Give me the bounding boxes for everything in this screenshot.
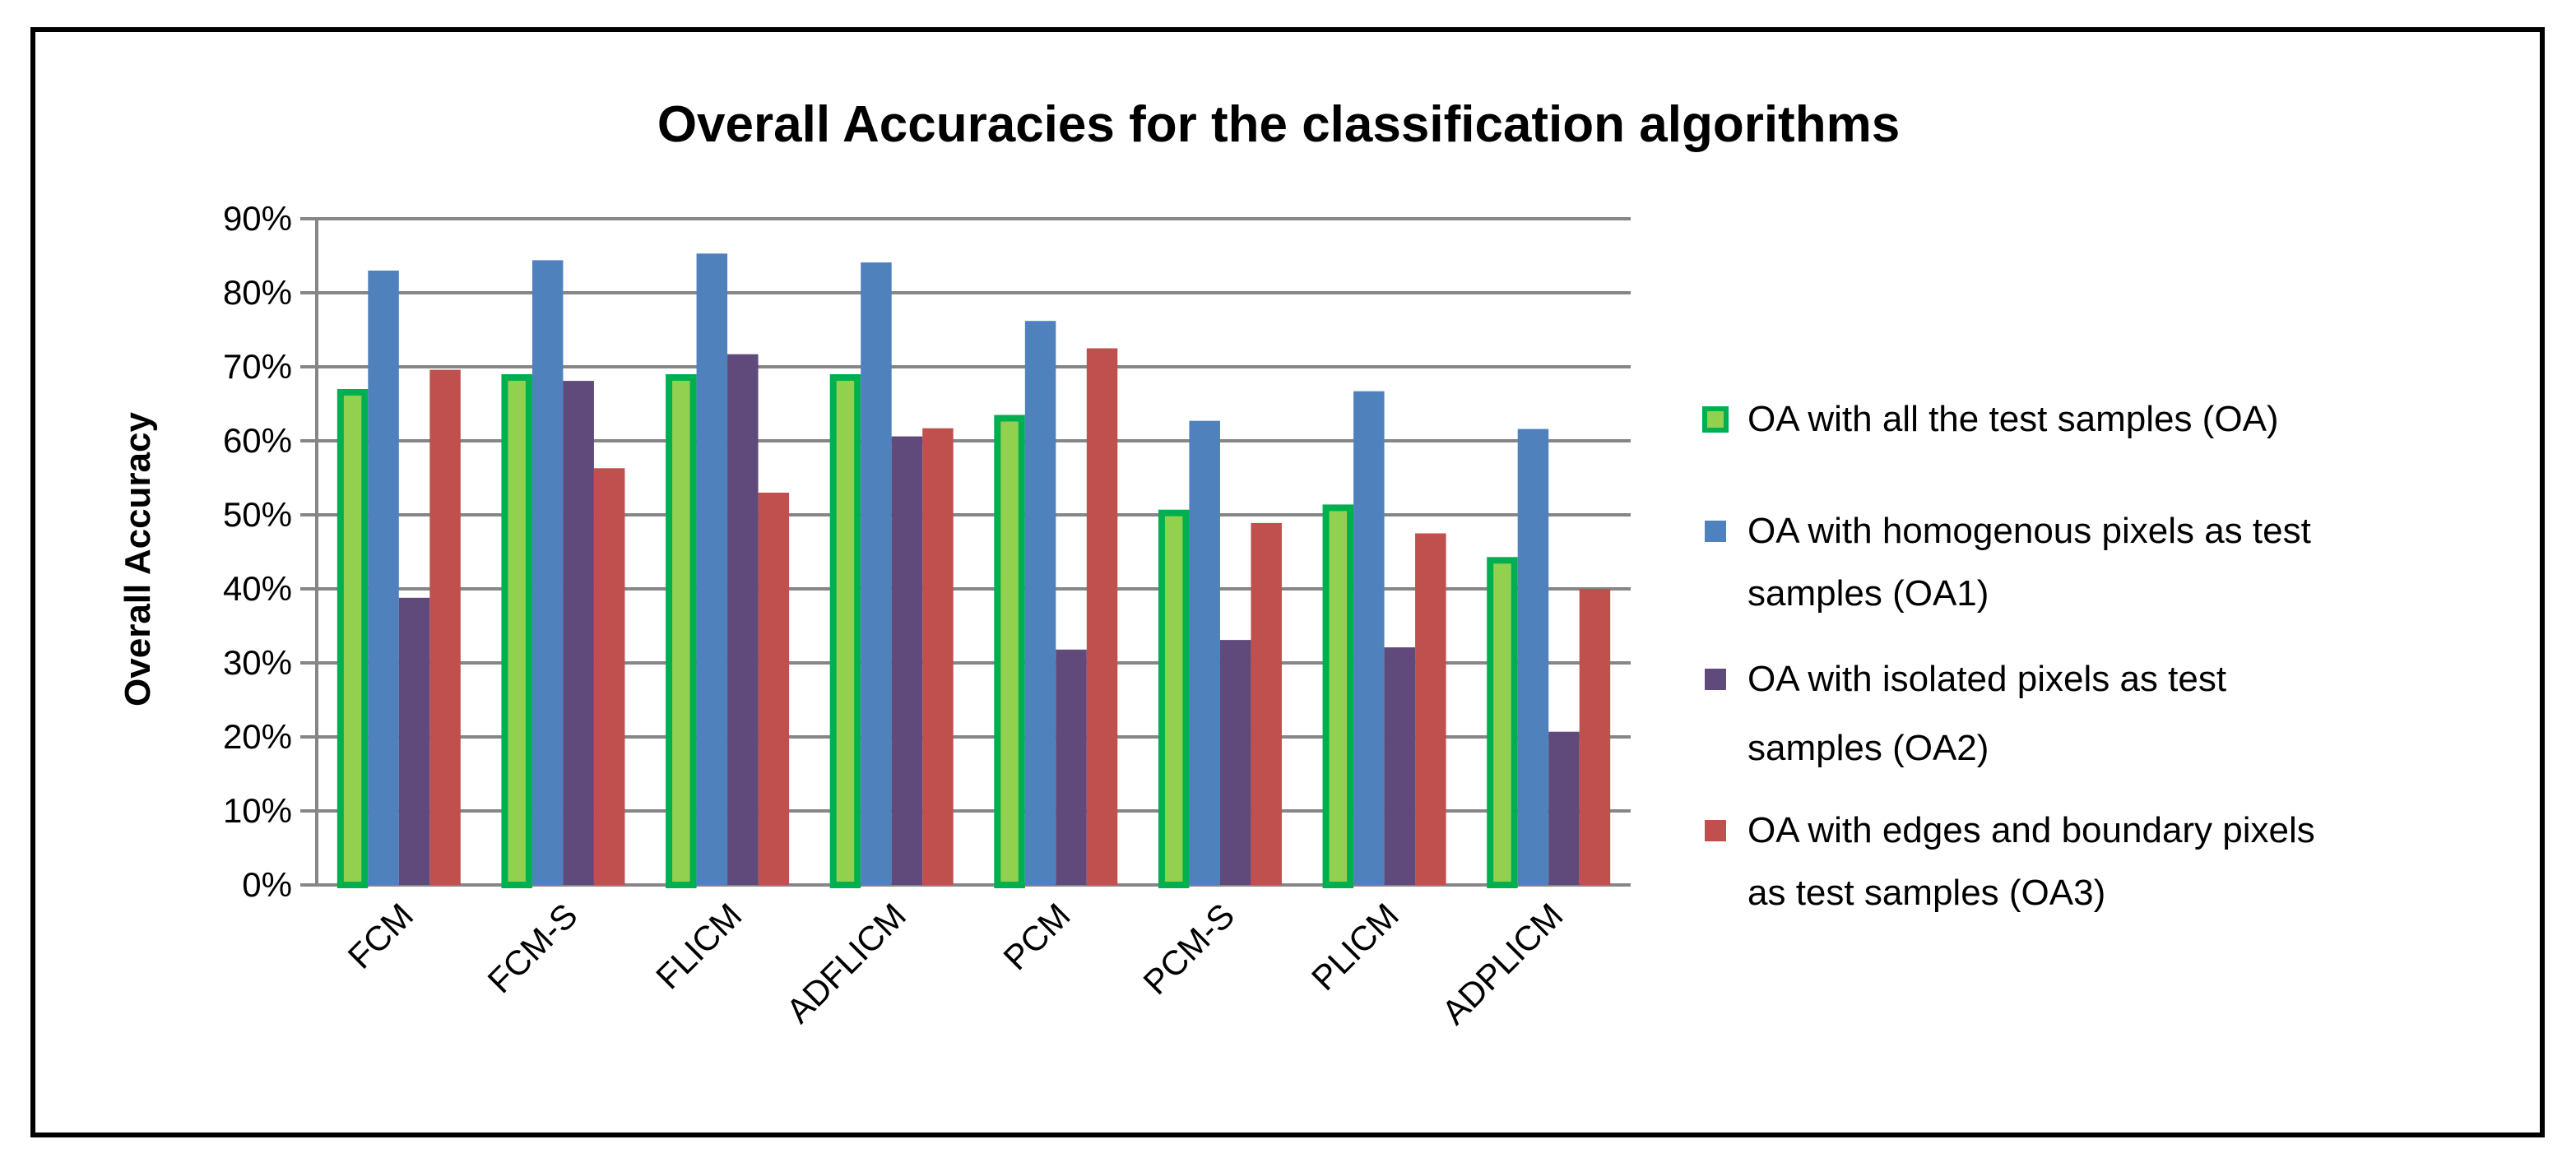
bar-flicm-series-2	[696, 253, 728, 885]
bar-pcm-s-series-2	[1189, 420, 1220, 885]
bar-pcm-s-series-1	[1158, 509, 1190, 888]
bar-pcm-s-series-4	[1251, 522, 1282, 885]
bar-fcm-s-series-1	[501, 374, 532, 888]
y-tick-label: 90%	[223, 199, 292, 238]
bar-plicm-series-1	[1322, 504, 1354, 889]
legend-label-1: OA with all the test samples (OA)	[1748, 399, 2279, 439]
bar-fcm-s-series-4	[593, 468, 625, 885]
y-tick-label: 70%	[223, 347, 292, 386]
bar-adplicm-series-3	[1548, 731, 1580, 885]
legend-label-2: OA with homogenous pixels as test	[1748, 511, 2311, 551]
y-axis-label: Overall Accuracy	[118, 412, 158, 706]
bar-fcm-series-4	[429, 369, 461, 886]
bar-fcm-series-2	[368, 271, 399, 885]
bar-pcm-series-1	[994, 415, 1025, 888]
bar-flicm-series-4	[758, 493, 790, 885]
bar-adplicm-series-2	[1517, 428, 1549, 885]
bar-adplicm-series-4	[1579, 589, 1611, 885]
bar-flicm-series-1	[666, 374, 697, 888]
legend-label-4: as test samples (OA3)	[1748, 873, 2105, 913]
y-tick-label: 50%	[223, 495, 292, 534]
chart-title: Overall Accuracies for the classificatio…	[657, 96, 1900, 153]
bar-plicm-series-2	[1353, 391, 1385, 885]
legend-marker-3	[1705, 669, 1726, 690]
legend-label-4: OA with edges and boundary pixels	[1748, 810, 2315, 850]
y-tick-label: 40%	[223, 569, 292, 608]
bar-adflicm-series-1	[829, 374, 861, 888]
y-tick-label: 60%	[223, 421, 292, 460]
y-tick-label: 0%	[242, 865, 292, 904]
y-tick-labels: 0% 10% 20% 30% 40% 50% 60% 70% 80% 90%	[223, 199, 292, 904]
bar-flicm-series-3	[727, 354, 759, 885]
bars	[337, 253, 1611, 889]
legend-marker-4	[1705, 820, 1726, 841]
bar-plicm-series-3	[1384, 647, 1416, 885]
y-tick-label: 30%	[223, 643, 292, 682]
y-tick-label: 10%	[223, 791, 292, 830]
bar-pcm-series-3	[1056, 649, 1087, 885]
bar-pcm-series-4	[1086, 348, 1118, 885]
legend-label-3: OA with isolated pixels as test	[1748, 659, 2226, 699]
legend: OA with all the test samples (OA) OA with…	[1702, 399, 2315, 913]
legend-label-3: samples (OA2)	[1748, 728, 1989, 768]
bar-fcm-series-1	[337, 389, 369, 888]
legend-label-2: samples (OA1)	[1748, 573, 1989, 614]
y-tick-label: 20%	[223, 717, 292, 756]
y-tick-label: 80%	[223, 273, 292, 312]
bar-adflicm-series-2	[861, 262, 892, 886]
bar-adflicm-series-4	[922, 428, 954, 885]
legend-marker-2	[1705, 521, 1726, 542]
bar-fcm-series-3	[398, 597, 430, 885]
chart-frame	[30, 27, 2545, 1137]
bar-adplicm-series-1	[1487, 557, 1518, 888]
bar-pcm-s-series-3	[1219, 640, 1251, 885]
bar-pcm-series-2	[1024, 321, 1056, 885]
bar-plicm-series-4	[1415, 533, 1446, 885]
legend-marker-1	[1702, 406, 1729, 433]
bar-adflicm-series-3	[891, 436, 923, 885]
bar-fcm-s-series-2	[531, 260, 564, 885]
bar-fcm-s-series-3	[563, 381, 594, 886]
